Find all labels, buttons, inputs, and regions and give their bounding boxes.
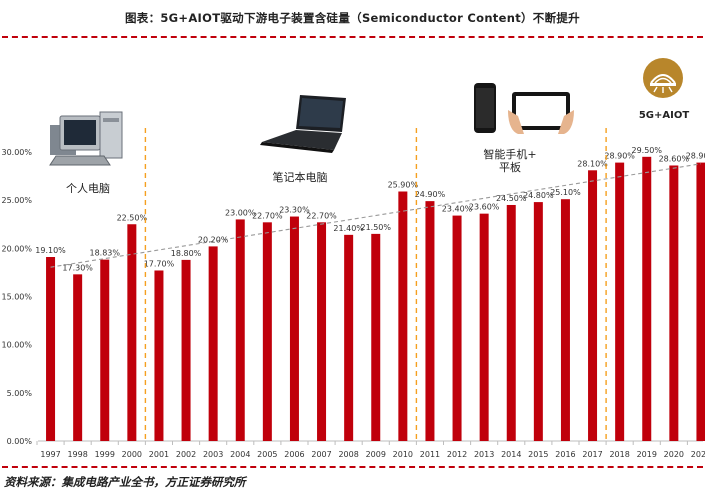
data-label: 29.50%: [631, 146, 662, 155]
y-tick-label: 20.00%: [1, 244, 32, 253]
x-tick-label: 2010: [393, 450, 413, 459]
bar: [262, 222, 272, 441]
trend-line: [50, 163, 702, 268]
data-label: 20.20%: [198, 235, 229, 244]
x-tick-label: 2000: [122, 450, 142, 459]
x-tick-label: 2016: [555, 450, 575, 459]
data-label: 22.70%: [252, 211, 283, 220]
bar: [506, 204, 516, 441]
bar: [642, 156, 652, 442]
data-label: 23.60%: [469, 203, 500, 212]
desktop-pc-icon: [49, 111, 123, 166]
bar: [371, 233, 381, 441]
bar: [696, 162, 705, 441]
bar: [154, 270, 164, 441]
data-label: 22.70%: [306, 211, 337, 220]
bar: [344, 234, 354, 441]
data-label: 25.90%: [388, 180, 419, 189]
x-tick-label: 2006: [284, 450, 304, 459]
bar: [533, 202, 543, 441]
smartphone-tablet-icon: [474, 83, 574, 134]
segment-label: 平板: [499, 160, 521, 174]
data-label: 28.90%: [604, 152, 635, 161]
data-label: 28.60%: [659, 154, 690, 163]
top-divider: [2, 36, 703, 38]
data-label: 23.30%: [279, 206, 310, 215]
y-tick-label: 30.00%: [1, 148, 32, 157]
chart-title: 图表：5G+AIOT驱动下游电子装置含硅量（Semiconductor Cont…: [124, 11, 580, 25]
x-tick-label: 2008: [338, 450, 358, 459]
bar: [235, 219, 245, 441]
data-label: 18.83%: [89, 249, 120, 258]
bar: [208, 246, 218, 441]
data-label: 21.40%: [333, 224, 364, 233]
segment-label: 个人电脑: [66, 182, 110, 195]
x-tick-label: 2007: [311, 450, 331, 459]
bar: [317, 222, 327, 441]
bar: [588, 170, 598, 441]
x-tick-label: 1998: [67, 450, 87, 459]
bar: [73, 274, 83, 441]
data-label: 23.00%: [225, 208, 256, 217]
x-tick-label: 1999: [95, 450, 115, 459]
data-label: 28.10%: [577, 159, 608, 168]
x-tick-label: 2003: [203, 450, 223, 459]
bar: [669, 165, 679, 441]
bar: [615, 162, 625, 441]
laptop-icon: [260, 95, 346, 153]
y-tick-label: 5.00%: [7, 389, 33, 398]
data-label: 17.70%: [144, 259, 175, 268]
x-tick-label: 2004: [230, 450, 250, 459]
x-tick-label: 2005: [257, 450, 277, 459]
x-tick-label: 2017: [582, 450, 602, 459]
x-tick-label: 2015: [528, 450, 548, 459]
bar: [127, 224, 137, 441]
data-label: 21.50%: [360, 223, 391, 232]
bar: [46, 257, 56, 441]
data-label: 24.50%: [496, 194, 527, 203]
bar: [560, 199, 570, 441]
x-tick-label: 2002: [176, 450, 196, 459]
data-label: 28.90%: [686, 152, 705, 161]
data-label: 25.10%: [550, 188, 581, 197]
x-tick-label: 2019: [637, 450, 657, 459]
x-tick-label: 2013: [474, 450, 494, 459]
5g-aiot-icon: [643, 58, 683, 98]
data-label: 24.80%: [523, 191, 554, 200]
bar: [398, 191, 408, 441]
data-label: 19.10%: [35, 246, 66, 255]
y-tick-label: 10.00%: [1, 341, 32, 350]
data-label: 24.90%: [415, 190, 446, 199]
y-tick-label: 15.00%: [1, 293, 32, 302]
bar: [479, 213, 489, 441]
x-tick-label: 2001: [149, 450, 169, 459]
data-label: 22.50%: [117, 213, 148, 222]
x-tick-label: 2014: [501, 450, 521, 459]
data-label: 17.30%: [62, 263, 93, 272]
bar: [452, 215, 462, 441]
bar: [181, 259, 191, 441]
x-tick-label: 2011: [420, 450, 440, 459]
x-tick-label: 1997: [40, 450, 60, 459]
segment-label: 5G+AIOT: [639, 110, 690, 121]
source-note: 资料来源：集成电路产业全书，方正证券研究所: [4, 475, 246, 489]
bar: [289, 216, 299, 441]
data-label: 23.40%: [442, 205, 473, 214]
x-tick-label: 2020: [664, 450, 684, 459]
segment-label: 智能手机+: [483, 147, 536, 161]
bar: [425, 201, 435, 441]
bar: [100, 259, 110, 441]
x-tick-label: 2012: [447, 450, 467, 459]
bottom-divider: [2, 466, 703, 468]
y-tick-label: 25.00%: [1, 196, 32, 205]
data-label: 18.80%: [171, 249, 202, 258]
segment-label: 笔记本电脑: [273, 170, 328, 184]
y-tick-label: 0.00%: [7, 437, 33, 446]
x-tick-label: 2018: [609, 450, 629, 459]
x-tick-label: 2009: [366, 450, 386, 459]
